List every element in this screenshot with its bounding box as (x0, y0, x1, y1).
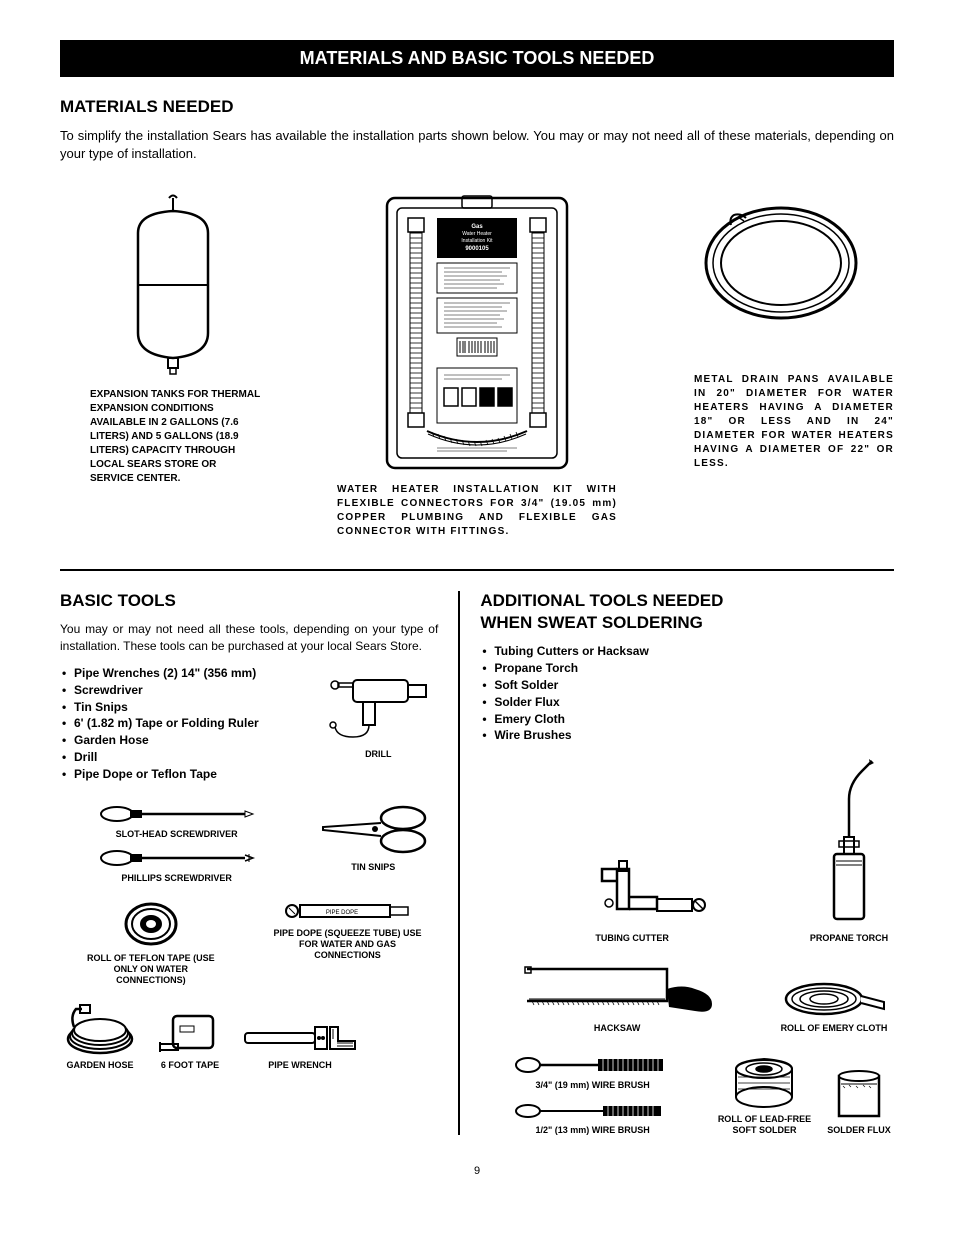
list-item: Solder Flux (480, 694, 894, 711)
tin-snips-item: TIN SNIPS (308, 803, 438, 885)
svg-text:PIPE DOPE: PIPE DOPE (326, 910, 358, 916)
wire-brush-icon (513, 1054, 673, 1076)
propane-torch-label: PROPANE TORCH (810, 933, 888, 944)
list-item: Pipe Wrenches (2) 14" (356 mm) (60, 665, 308, 682)
propane-torch-icon (814, 759, 884, 929)
materials-row: EXPANSION TANKS FOR THERMAL EXPANSION CO… (60, 193, 894, 539)
garden-hose-item: GARDEN HOSE (60, 1001, 140, 1071)
section-divider (60, 569, 894, 571)
additional-tools-column: ADDITIONAL TOOLS NEEDED WHEN SWEAT SOLDE… (460, 591, 894, 1135)
garden-hose-icon (60, 1001, 140, 1056)
expansion-tank-item: EXPANSION TANKS FOR THERMAL EXPANSION CO… (60, 193, 285, 486)
svg-text:Water Heater: Water Heater (462, 231, 492, 237)
slot-screwdriver-icon (97, 803, 257, 825)
install-kit-icon: Gas Water Heater Installation Kit 900010… (382, 193, 572, 473)
list-item: Emery Cloth (480, 711, 894, 728)
basic-tools-list: Pipe Wrenches (2) 14" (356 mm) Screwdriv… (60, 665, 308, 783)
pipe-dope-label: PIPE DOPE (SQUEEZE TUBE) USE FOR WATER A… (272, 928, 422, 960)
drill-item: DRILL (318, 665, 438, 760)
install-kit-caption: WATER HEATER INSTALLATION KIT WITH FLEXI… (337, 483, 617, 539)
list-item: Propane Torch (480, 660, 894, 677)
hacksaw-item: HACKSAW (480, 959, 754, 1034)
phillips-screwdriver-icon (97, 847, 257, 869)
solder-flux-label: SOLDER FLUX (827, 1125, 891, 1136)
phillips-screwdriver-item: PHILLIPS SCREWDRIVER (60, 847, 293, 884)
tools-section: BASIC TOOLS You may or may not need all … (60, 591, 894, 1135)
drill-icon (323, 665, 433, 745)
install-kit-item: Gas Water Heater Installation Kit 900010… (327, 193, 627, 539)
hacksaw-label: HACKSAW (594, 1023, 641, 1034)
svg-text:Gas: Gas (471, 224, 483, 230)
teflon-tape-icon (121, 899, 181, 949)
slot-screwdriver-label: SLOT-HEAD SCREWDRIVER (116, 829, 238, 840)
tape-measure-icon (155, 1006, 225, 1056)
list-item: Garden Hose (60, 732, 308, 749)
garden-hose-label: GARDEN HOSE (66, 1060, 133, 1071)
svg-text:9000105: 9000105 (465, 246, 489, 252)
svg-text:Installation Kit: Installation Kit (461, 238, 493, 244)
drain-pan-caption: METAL DRAIN PANS AVAILABLE IN 20" DIAMET… (694, 373, 894, 471)
additional-tools-heading-2: WHEN SWEAT SOLDERING (480, 613, 894, 633)
list-item: Screwdriver (60, 682, 308, 699)
additional-tools-heading-1: ADDITIONAL TOOLS NEEDED (480, 591, 894, 611)
solder-flux-item: SOLDER FLUX (824, 1066, 894, 1136)
basic-tools-column: BASIC TOOLS You may or may not need all … (60, 591, 460, 1135)
materials-intro: To simplify the installation Sears has a… (60, 127, 894, 163)
propane-torch-item: PROPANE TORCH (804, 759, 894, 944)
wire-brush-12-item: 1/2" (13 mm) WIRE BRUSH (480, 1101, 705, 1136)
emery-cloth-label: ROLL OF EMERY CLOTH (781, 1023, 888, 1034)
list-item: Soft Solder (480, 677, 894, 694)
banner-title: MATERIALS AND BASIC TOOLS NEEDED (60, 40, 894, 77)
list-item: Wire Brushes (480, 727, 894, 744)
pipe-wrench-icon (240, 1021, 360, 1056)
tubing-cutter-label: TUBING CUTTER (595, 933, 669, 944)
solder-flux-icon (831, 1066, 886, 1121)
teflon-tape-label: ROLL OF TEFLON TAPE (USE ONLY ON WATER C… (81, 953, 221, 985)
soft-solder-label: ROLL OF LEAD-FREE SOFT SOLDER (717, 1114, 812, 1136)
six-foot-tape-label: 6 FOOT TAPE (161, 1060, 219, 1071)
wire-brush-34-item: 3/4" (19 mm) WIRE BRUSH (480, 1054, 705, 1091)
soft-solder-item: ROLL OF LEAD-FREE SOFT SOLDER (717, 1055, 812, 1136)
drain-pan-icon (669, 193, 894, 343)
pipe-wrench-label: PIPE WRENCH (268, 1060, 332, 1071)
basic-tools-heading: BASIC TOOLS (60, 591, 438, 611)
teflon-tape-item: ROLL OF TEFLON TAPE (USE ONLY ON WATER C… (60, 899, 242, 985)
expansion-tank-caption: EXPANSION TANKS FOR THERMAL EXPANSION CO… (90, 388, 260, 486)
page-number: 9 (60, 1165, 894, 1177)
list-item: 6' (1.82 m) Tape or Folding Ruler (60, 715, 308, 732)
emery-cloth-item: ROLL OF EMERY CLOTH (774, 979, 894, 1034)
tin-snips-icon (313, 803, 433, 858)
tin-snips-label: TIN SNIPS (351, 862, 395, 873)
basic-tools-intro: You may or may not need all these tools,… (60, 621, 438, 655)
hacksaw-icon (517, 959, 717, 1019)
slot-screwdriver-item: SLOT-HEAD SCREWDRIVER (60, 803, 293, 840)
wire-brush-12-label: 1/2" (13 mm) WIRE BRUSH (536, 1125, 650, 1136)
list-item: Tubing Cutters or Hacksaw (480, 643, 894, 660)
tubing-cutter-icon (557, 859, 707, 929)
six-foot-tape-item: 6 FOOT TAPE (155, 1006, 225, 1071)
pipe-wrench-item: PIPE WRENCH (240, 1021, 360, 1071)
materials-heading: MATERIALS NEEDED (60, 97, 894, 117)
emery-cloth-icon (779, 979, 889, 1019)
pipe-dope-icon: PIPE DOPE (282, 899, 412, 924)
phillips-screwdriver-label: PHILLIPS SCREWDRIVER (121, 873, 232, 884)
wire-brush-icon (513, 1101, 673, 1121)
additional-tools-list: Tubing Cutters or Hacksaw Propane Torch … (480, 643, 894, 744)
wire-brush-34-label: 3/4" (19 mm) WIRE BRUSH (536, 1080, 650, 1091)
drill-label: DRILL (365, 749, 392, 760)
tubing-cutter-item: TUBING CUTTER (480, 859, 784, 944)
list-item: Tin Snips (60, 699, 308, 716)
solder-roll-icon (729, 1055, 799, 1110)
list-item: Drill (60, 749, 308, 766)
pipe-dope-item: PIPE DOPE PIPE DOPE (SQUEEZE TUBE) USE F… (257, 899, 439, 985)
list-item: Pipe Dope or Teflon Tape (60, 766, 308, 783)
expansion-tank-icon (60, 193, 285, 378)
drain-pan-item: METAL DRAIN PANS AVAILABLE IN 20" DIAMET… (669, 193, 894, 471)
